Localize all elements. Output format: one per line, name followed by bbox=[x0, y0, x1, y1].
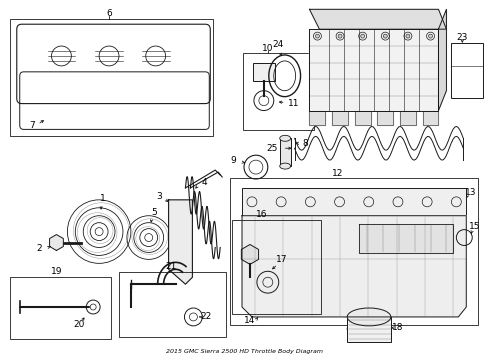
Bar bbox=[242, 188, 466, 216]
Polygon shape bbox=[49, 235, 63, 251]
Text: 7: 7 bbox=[29, 121, 35, 130]
Polygon shape bbox=[241, 244, 258, 264]
Bar bbox=[252, 63, 274, 81]
Polygon shape bbox=[309, 9, 446, 29]
Bar bbox=[10, 19, 213, 136]
Text: 2015 GMC Sierra 2500 HD Throttle Body Diagram: 2015 GMC Sierra 2500 HD Throttle Body Di… bbox=[165, 348, 322, 354]
Text: 6: 6 bbox=[106, 9, 112, 18]
Text: 22: 22 bbox=[200, 312, 211, 321]
Bar bbox=[10, 277, 111, 339]
Bar bbox=[119, 272, 225, 337]
Bar bbox=[243, 53, 314, 130]
Bar bbox=[230, 178, 477, 325]
Text: 23: 23 bbox=[456, 33, 467, 42]
Bar bbox=[232, 220, 321, 314]
Text: 4: 4 bbox=[201, 179, 207, 188]
Circle shape bbox=[405, 34, 409, 38]
Text: 15: 15 bbox=[468, 222, 479, 231]
Ellipse shape bbox=[346, 308, 390, 326]
Text: 24: 24 bbox=[271, 40, 283, 49]
Text: 25: 25 bbox=[265, 144, 277, 153]
Text: 16: 16 bbox=[256, 210, 267, 219]
Text: 13: 13 bbox=[464, 188, 475, 197]
Polygon shape bbox=[331, 111, 347, 125]
Text: 19: 19 bbox=[51, 267, 62, 276]
Ellipse shape bbox=[279, 163, 290, 169]
Text: 14: 14 bbox=[244, 316, 255, 325]
Polygon shape bbox=[309, 111, 325, 125]
Text: 18: 18 bbox=[391, 323, 403, 332]
Text: 9: 9 bbox=[230, 156, 236, 165]
Text: 3: 3 bbox=[156, 192, 161, 201]
Text: 2: 2 bbox=[37, 244, 42, 253]
Ellipse shape bbox=[346, 320, 390, 338]
Text: 8: 8 bbox=[302, 139, 308, 148]
Bar bbox=[346, 317, 390, 342]
Polygon shape bbox=[358, 224, 452, 253]
Polygon shape bbox=[377, 111, 392, 125]
Text: 12: 12 bbox=[331, 168, 342, 177]
Circle shape bbox=[360, 34, 364, 38]
Bar bbox=[279, 138, 290, 166]
Polygon shape bbox=[242, 216, 466, 317]
Circle shape bbox=[337, 34, 341, 38]
Circle shape bbox=[383, 34, 386, 38]
Circle shape bbox=[315, 34, 319, 38]
Text: 5: 5 bbox=[150, 208, 156, 217]
Text: 10: 10 bbox=[262, 44, 273, 53]
Circle shape bbox=[427, 34, 432, 38]
Text: 21: 21 bbox=[164, 262, 176, 271]
Polygon shape bbox=[438, 9, 446, 111]
Bar bbox=[450, 43, 482, 98]
Text: 20: 20 bbox=[74, 320, 85, 329]
Text: 11: 11 bbox=[287, 99, 299, 108]
Polygon shape bbox=[168, 200, 192, 284]
Text: 17: 17 bbox=[275, 255, 287, 264]
Ellipse shape bbox=[279, 135, 290, 141]
Polygon shape bbox=[399, 111, 415, 125]
Text: 1: 1 bbox=[100, 194, 106, 203]
Polygon shape bbox=[309, 29, 438, 111]
Polygon shape bbox=[422, 111, 438, 125]
Polygon shape bbox=[354, 111, 370, 125]
